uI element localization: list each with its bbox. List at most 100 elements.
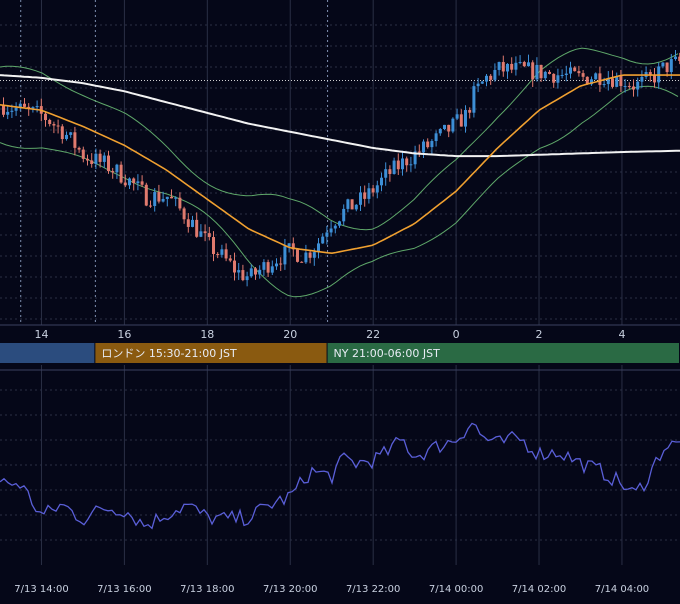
- candle-body: [392, 160, 396, 174]
- candle-body: [447, 124, 451, 132]
- candle-body: [56, 125, 60, 127]
- candle-body: [170, 196, 173, 199]
- candle-body: [661, 62, 665, 67]
- candle-body: [598, 73, 602, 85]
- candle-body: [388, 169, 392, 174]
- candle-body: [350, 199, 354, 210]
- candle-body: [18, 103, 22, 108]
- candle-body: [472, 86, 476, 113]
- candle-body: [81, 149, 85, 159]
- candle-body: [569, 67, 572, 74]
- candle-body: [384, 169, 388, 178]
- oscillator-line: [0, 422, 680, 530]
- candle-body: [674, 56, 677, 60]
- candle-body: [140, 181, 144, 185]
- candle-body: [31, 107, 35, 109]
- candle-body: [535, 64, 539, 80]
- candle-body: [254, 268, 257, 275]
- date-tick-label: 7/14 04:00: [595, 584, 649, 595]
- candle-body: [497, 62, 501, 70]
- candle-body: [459, 114, 463, 127]
- candle-body: [405, 158, 409, 166]
- candle-body: [249, 268, 253, 277]
- time-axis: 14 16 18 20 22 0 2 4: [34, 328, 625, 341]
- candle-body: [178, 197, 182, 209]
- candle-body: [136, 181, 140, 184]
- candle-body: [245, 276, 249, 281]
- candle-body: [241, 270, 245, 281]
- candle-body: [258, 269, 262, 275]
- candle-body: [522, 62, 526, 67]
- candle-body: [98, 153, 102, 162]
- candle-body: [401, 158, 404, 170]
- candle-body: [627, 85, 631, 87]
- time-tick-label: 14: [34, 328, 48, 341]
- candle-body: [518, 62, 522, 64]
- candle-body: [107, 155, 110, 172]
- candle-body: [615, 76, 619, 87]
- candle-body: [86, 158, 89, 161]
- candle-body: [165, 196, 169, 199]
- candle-body: [594, 73, 598, 80]
- candle-body: [291, 243, 295, 250]
- time-tick-label: 4: [618, 328, 625, 341]
- candle-body: [338, 221, 341, 226]
- candle-body: [296, 249, 299, 262]
- candle-body: [195, 219, 199, 237]
- candle-body: [119, 164, 123, 183]
- candle-body: [640, 76, 644, 82]
- candle-body: [514, 62, 518, 70]
- candle-body: [531, 62, 535, 80]
- candle-body: [564, 73, 568, 76]
- candle-body: [539, 64, 543, 79]
- candle-body: [581, 73, 585, 77]
- candle-body: [611, 78, 614, 87]
- candle-body: [186, 219, 190, 227]
- candle-body: [73, 132, 77, 148]
- candle-body: [619, 76, 623, 87]
- candle-body: [506, 63, 509, 72]
- candle-body: [480, 81, 484, 84]
- candle-body: [380, 177, 383, 186]
- session-block: [95, 343, 327, 363]
- candle-body: [228, 258, 232, 261]
- session-block: [327, 343, 679, 363]
- candle-body: [199, 231, 203, 237]
- candle-body: [359, 192, 362, 205]
- candle-body: [375, 185, 379, 193]
- session-label: NY 21:00-06:00 JST: [334, 347, 441, 360]
- candle-body: [157, 192, 161, 202]
- candle-body: [132, 178, 136, 184]
- candle-body: [27, 106, 31, 109]
- time-tick-label: 20: [283, 328, 297, 341]
- candle-body: [212, 237, 215, 255]
- candle-body: [367, 188, 371, 199]
- candle-body: [321, 236, 325, 244]
- candle-body: [35, 106, 39, 108]
- candle-body: [237, 270, 241, 273]
- candle-body: [434, 133, 438, 142]
- candle-body: [417, 151, 421, 153]
- candle-body: [23, 103, 26, 107]
- candle-body: [678, 56, 680, 62]
- candle-body: [144, 184, 148, 206]
- candle-body: [304, 252, 308, 263]
- date-tick-label: 7/13 16:00: [97, 584, 151, 595]
- candle-body: [325, 232, 329, 237]
- candle-body: [128, 178, 131, 186]
- candle-body: [468, 110, 472, 113]
- candle-body: [279, 263, 283, 265]
- sma-short-line: [0, 74, 680, 255]
- candle-body: [283, 246, 287, 265]
- candle-body: [69, 132, 73, 135]
- candle-body: [333, 225, 337, 229]
- candle-body: [422, 141, 425, 153]
- candle-body: [438, 129, 442, 134]
- candle-body: [115, 164, 119, 173]
- candle-body: [275, 263, 278, 267]
- candle-body: [430, 141, 434, 148]
- candle-body: [451, 118, 455, 132]
